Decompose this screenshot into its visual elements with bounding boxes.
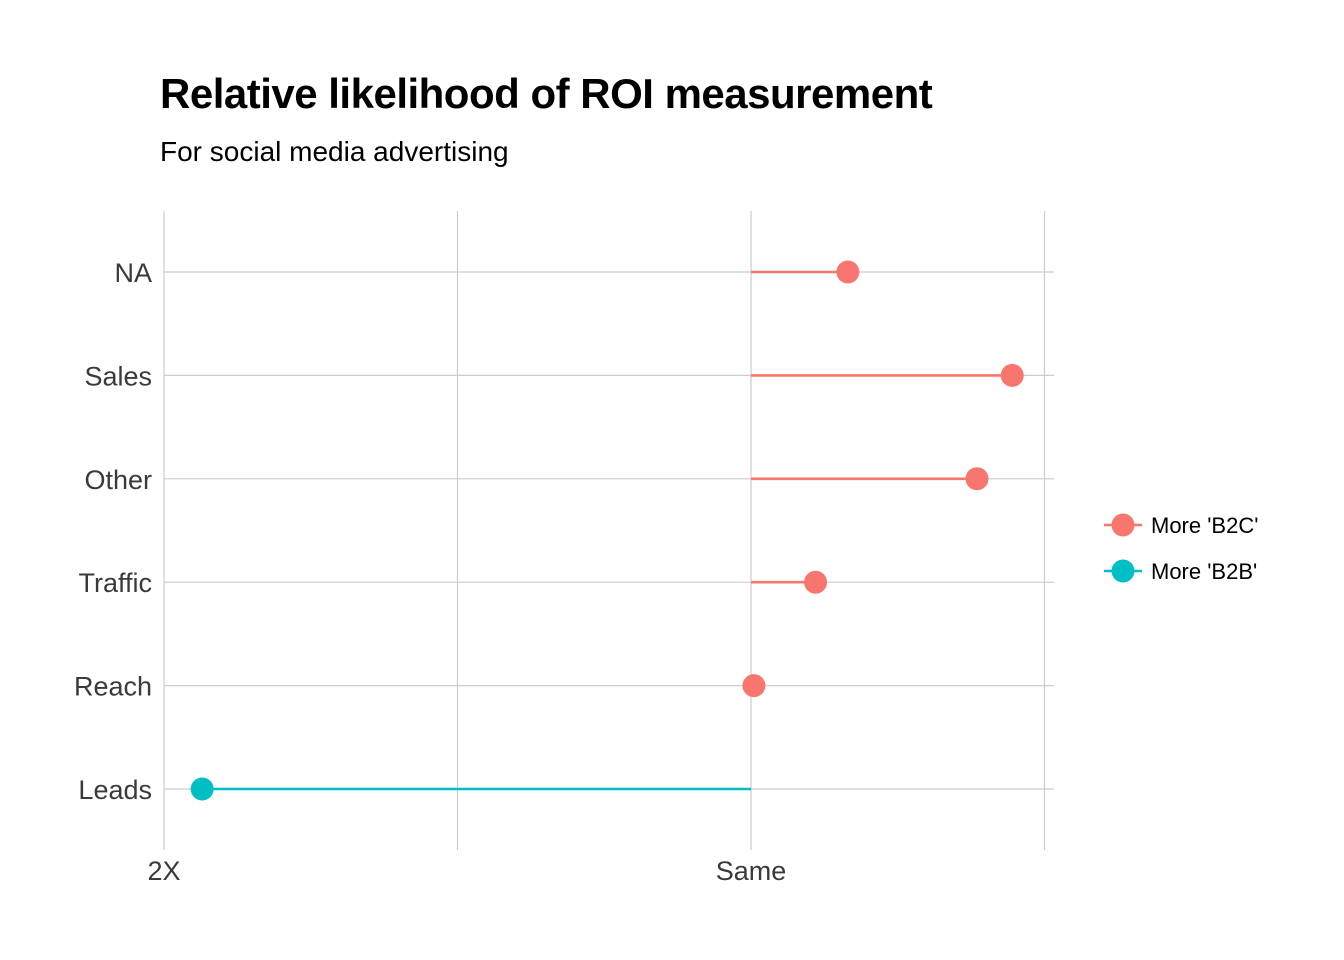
y-tick-label: Leads: [78, 775, 152, 805]
data-point: [965, 467, 989, 491]
legend-key-point: [1111, 559, 1135, 583]
data-point: [836, 260, 860, 284]
x-tick-labels: 2X Same: [147, 856, 786, 886]
stem-layer: [202, 270, 1013, 791]
x-tick-label: Same: [716, 856, 787, 886]
legend-key-point: [1111, 513, 1135, 537]
y-tick-label: NA: [114, 258, 152, 288]
y-tick-label: Other: [84, 465, 152, 495]
y-tick-labels: NA Sales Other Traffic Reach Leads: [74, 258, 152, 805]
chart-title: Relative likelihood of ROI measurement: [160, 70, 933, 117]
y-tick-label: Sales: [84, 361, 152, 391]
y-tick-label: Reach: [74, 672, 152, 702]
data-point: [1000, 363, 1024, 387]
chart-subtitle: For social media advertising: [160, 136, 509, 167]
legend-label: More 'B2C': [1151, 513, 1258, 538]
legend: More 'B2C' More 'B2B': [1104, 513, 1258, 584]
data-point: [190, 777, 214, 801]
legend-label: More 'B2B': [1151, 559, 1257, 584]
y-tick-label: Traffic: [78, 568, 152, 598]
x-tick-label: 2X: [147, 856, 180, 886]
grid-layer: [163, 211, 1054, 850]
point-layer: [190, 260, 1024, 801]
data-point: [804, 570, 828, 594]
data-point: [742, 674, 766, 698]
